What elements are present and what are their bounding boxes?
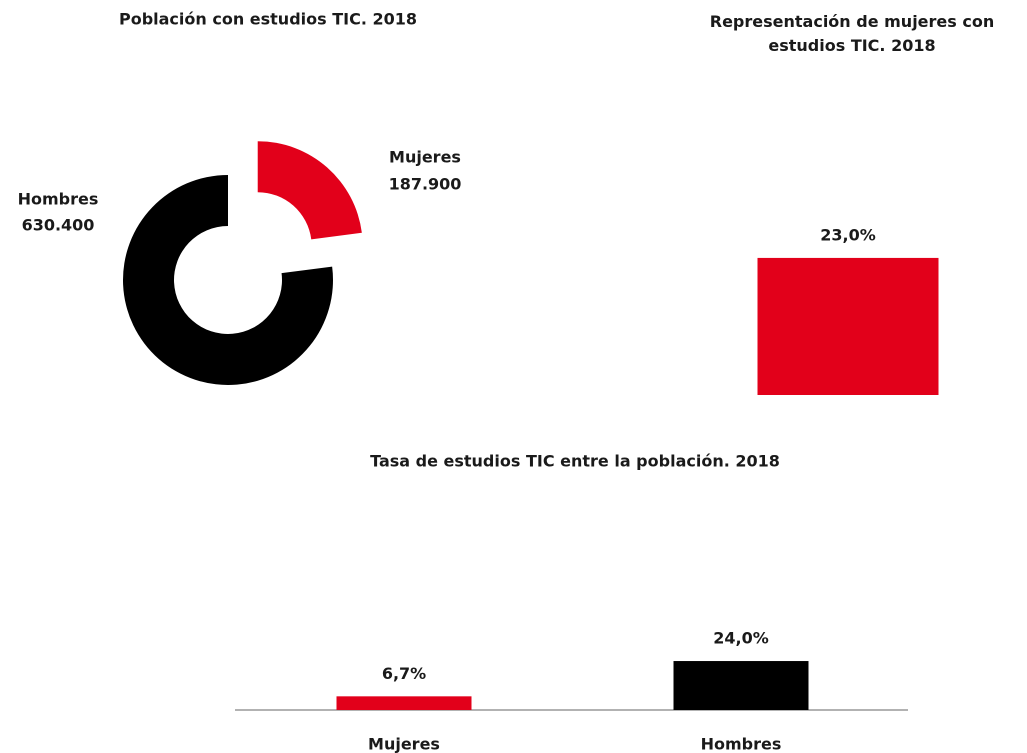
chart-title: Representación de mujeres con estudios T… xyxy=(709,12,995,55)
x-tick-label: Hombres xyxy=(701,735,782,753)
chart-title: Tasa de estudios TIC entre la población.… xyxy=(370,452,780,471)
bar xyxy=(336,696,472,710)
bar-value-label: 24,0% xyxy=(713,629,769,648)
slice-label: Mujeres xyxy=(389,148,461,167)
slice-value-label: 187.900 xyxy=(389,175,462,194)
donut-slice xyxy=(257,141,362,240)
x-tick-label: Mujeres xyxy=(368,735,440,753)
bar xyxy=(673,661,809,710)
bar-value-label: 6,7% xyxy=(382,664,426,683)
slice-value-label: 630.400 xyxy=(22,216,95,235)
donut-slice xyxy=(123,175,334,385)
bar-value-label: 23,0% xyxy=(820,225,876,244)
chart-title: Población con estudios TIC. 2018 xyxy=(119,10,417,29)
slice-label: Hombres xyxy=(18,190,99,209)
bar xyxy=(757,257,939,395)
